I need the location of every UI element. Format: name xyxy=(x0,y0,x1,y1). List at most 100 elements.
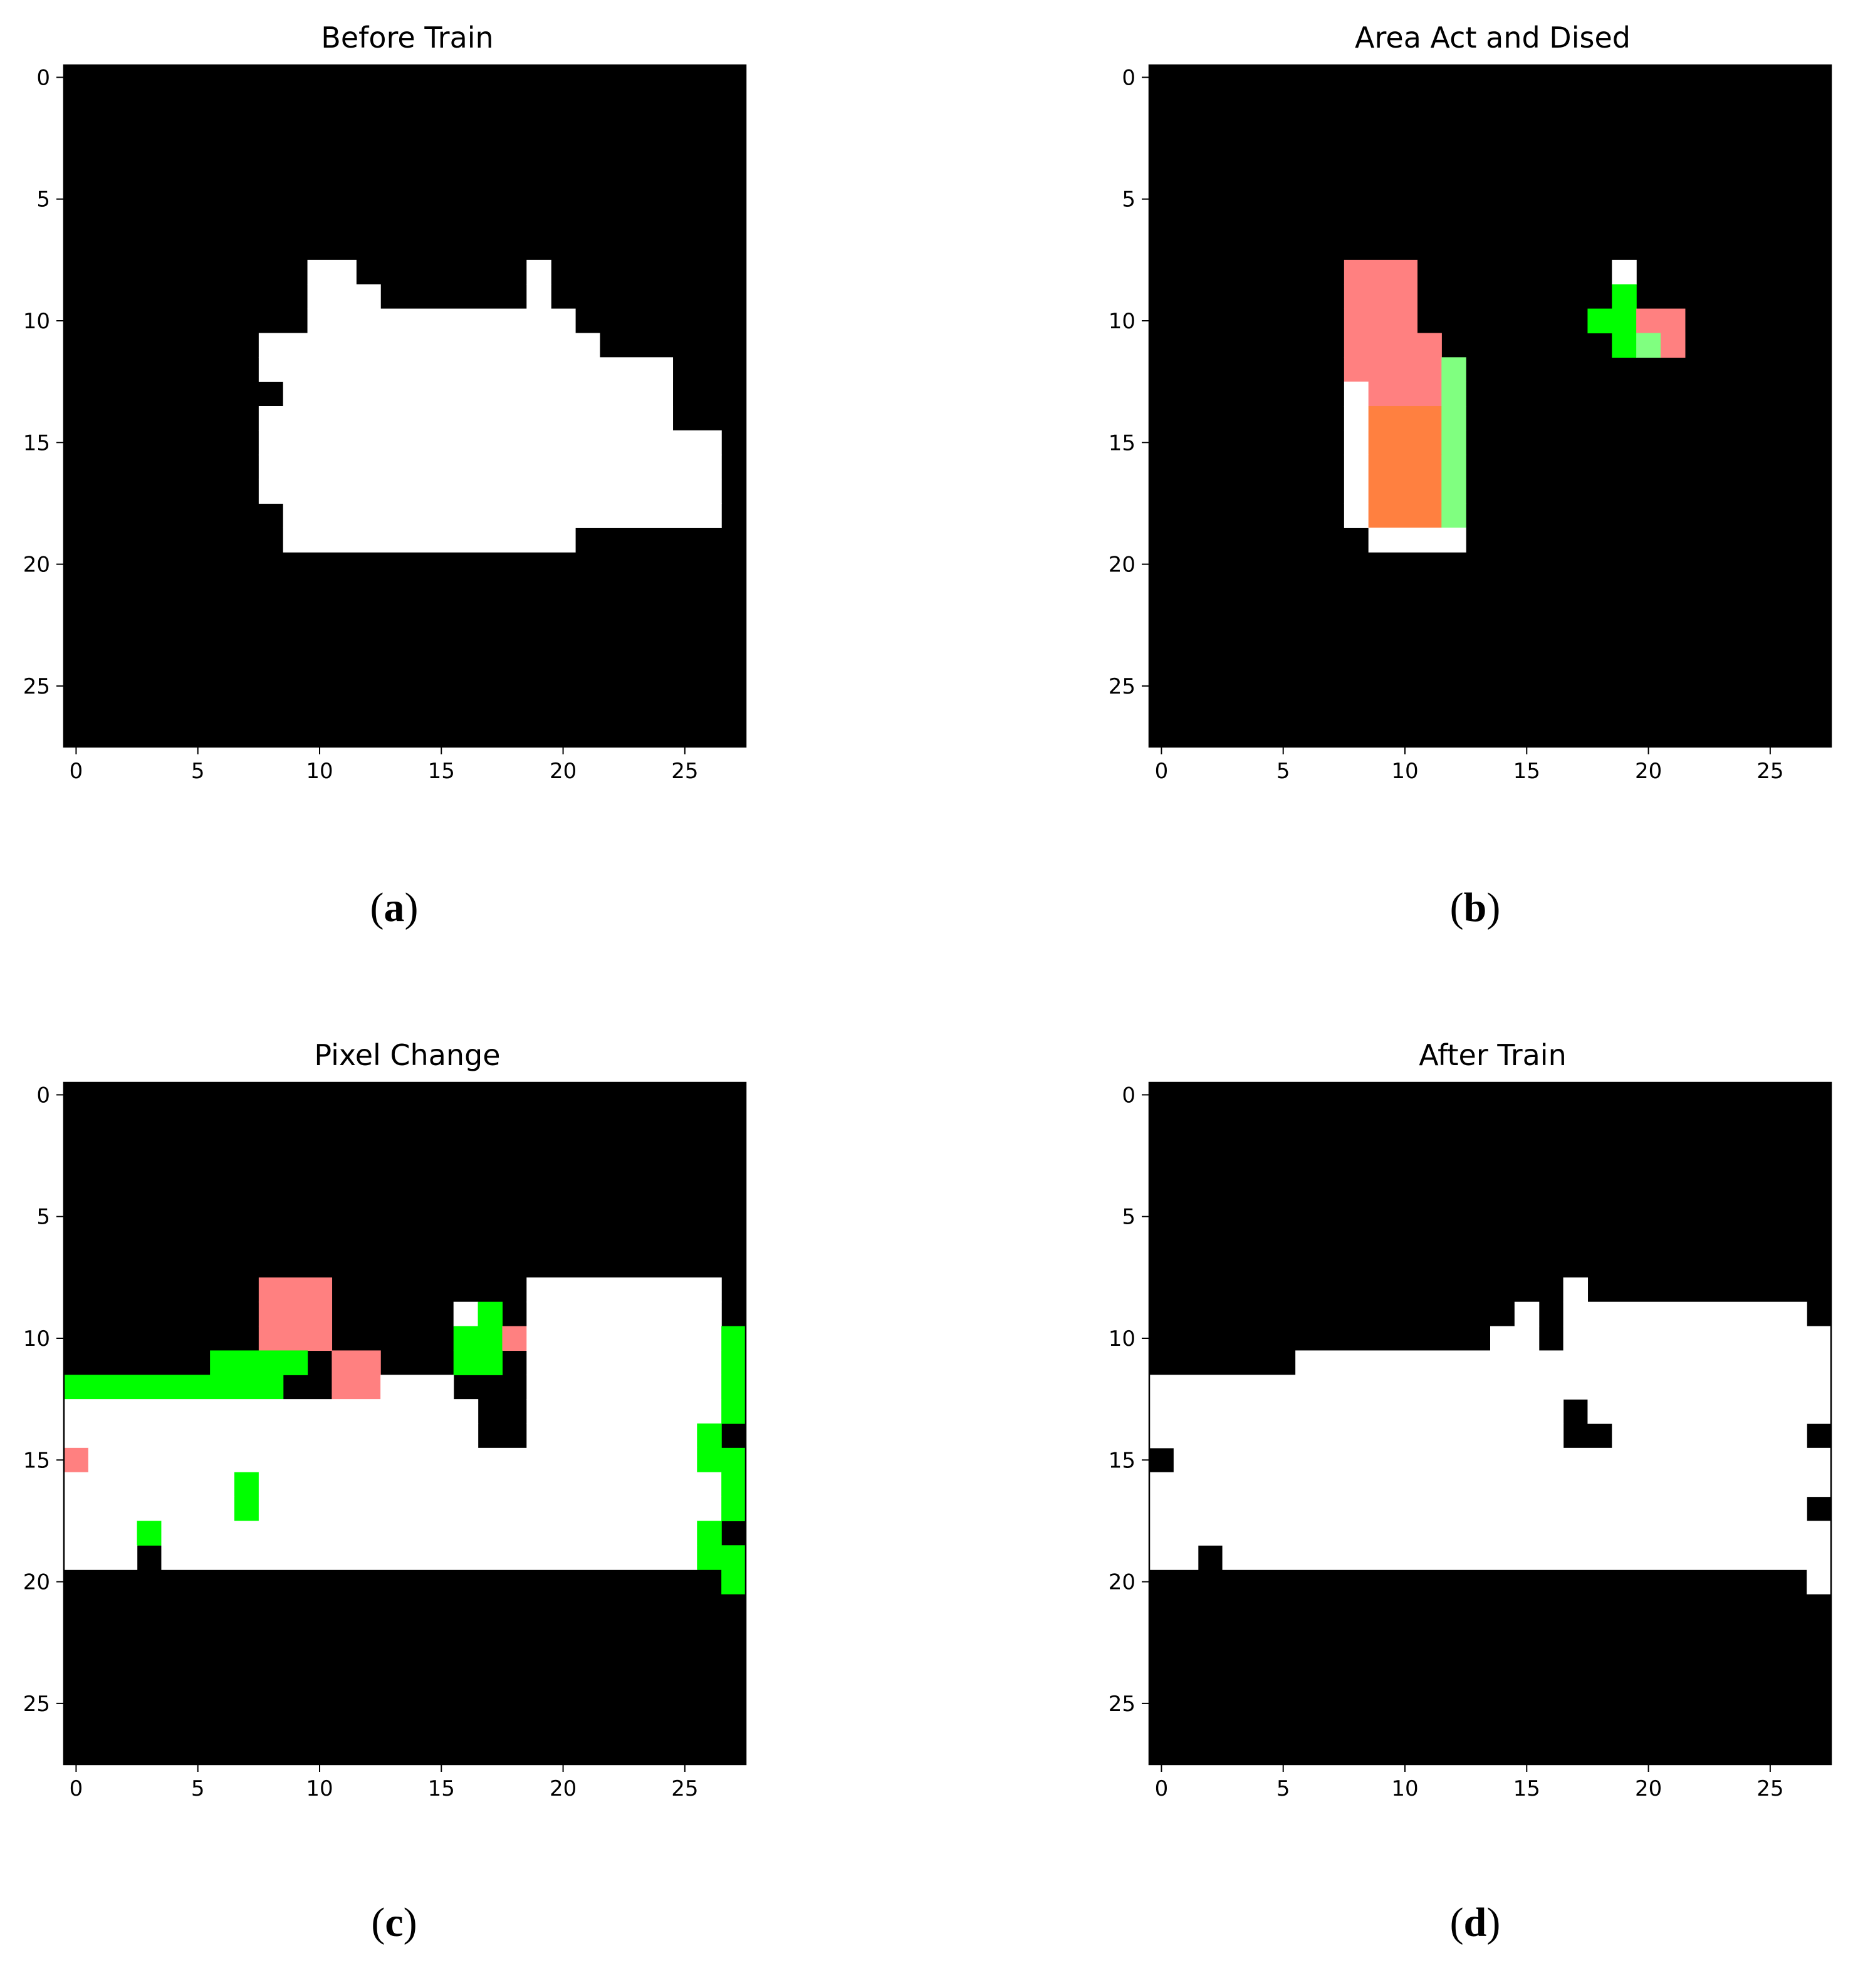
y-tick-label: 5 xyxy=(1122,1205,1135,1230)
y-tick-label: 20 xyxy=(23,1570,50,1595)
heatmap-cell xyxy=(1441,382,1466,407)
heatmap-cell xyxy=(1441,357,1466,382)
heatmap-cell xyxy=(697,1447,746,1473)
x-tick-label: 5 xyxy=(191,759,205,784)
y-tick-label: 10 xyxy=(23,309,50,334)
heatmap-cell xyxy=(1344,333,1442,358)
heatmap-cell xyxy=(380,1375,454,1400)
x-tick-label: 10 xyxy=(306,759,333,784)
y-tick-label: 25 xyxy=(23,1692,50,1717)
y-tick-label: 0 xyxy=(36,1083,50,1108)
heatmap-cell xyxy=(1344,454,1369,480)
panel-b-plot-area xyxy=(1149,65,1831,747)
panel-c-title: Pixel Change xyxy=(314,1038,500,1072)
panel-a-heatmap: 0 5 10 15 20 25 0 5 10 15 20 25 xyxy=(23,64,747,784)
x-tick-label: 0 xyxy=(70,1776,83,1801)
heatmap-cell xyxy=(258,479,722,504)
y-tick-label: 5 xyxy=(36,187,50,212)
x-tick-label: 15 xyxy=(1513,1776,1540,1801)
heatmap-cell xyxy=(161,1521,697,1546)
panel-d-frame xyxy=(1148,1081,1832,1766)
heatmap-cell xyxy=(1441,406,1466,431)
x-tick-label: 0 xyxy=(1155,759,1169,784)
panel-b: Area Act and Dised 0 5 10 15 20 250510152025 … xyxy=(1109,21,1832,930)
heatmap-cell xyxy=(64,1399,479,1424)
heatmap-cell xyxy=(331,1350,381,1375)
heatmap-cell xyxy=(1636,308,1686,334)
heatmap-cell xyxy=(478,1301,503,1327)
y-tick-label: 5 xyxy=(36,1205,50,1230)
heatmap-cell xyxy=(1344,430,1369,455)
heatmap-cell xyxy=(234,1472,259,1497)
panel-c-caption: (c) xyxy=(371,1900,417,1945)
panel-d: After Train 0 5 10 15 20 25 0 5 10 15 20 25 (d) xyxy=(1109,1038,1832,1945)
heatmap-cell xyxy=(1344,406,1369,431)
heatmap-cell xyxy=(283,382,674,407)
heatmap-cell xyxy=(283,503,722,528)
y-tick-label: 25 xyxy=(23,674,50,699)
heatmap-cell xyxy=(258,454,722,480)
heatmap-cell xyxy=(1149,1423,1564,1449)
y-tick-label: 25 xyxy=(1109,674,1135,699)
panel-b-title: Area Act and Dised xyxy=(1355,21,1631,55)
heatmap-cell xyxy=(1149,1375,1832,1400)
heatmap-cell xyxy=(64,1496,235,1522)
heatmap-cell xyxy=(526,1326,722,1351)
y-tick-label: 0 xyxy=(1122,1083,1135,1108)
heatmap-cell xyxy=(307,284,381,310)
heatmap-cell xyxy=(1368,528,1466,553)
heatmap-cell xyxy=(526,259,551,285)
x-tick-label: 0 xyxy=(70,759,83,784)
heatmap-cell xyxy=(1368,382,1442,407)
heatmap-cell xyxy=(1563,1277,1589,1303)
heatmap-cell xyxy=(1149,1496,1807,1522)
heatmap-cell xyxy=(64,1545,138,1570)
y-tick-label: 0 xyxy=(36,65,50,90)
heatmap-cell xyxy=(1368,479,1442,504)
heatmap-cell xyxy=(1344,308,1418,334)
heatmap-cell xyxy=(526,1399,722,1424)
heatmap-cell xyxy=(1344,357,1442,382)
y-tick-label: 15 xyxy=(23,1448,50,1473)
y-tick-label: 10 xyxy=(1109,1326,1135,1351)
heatmap-cell xyxy=(1587,1399,1832,1424)
heatmap-cell xyxy=(258,1472,722,1497)
panel-b-frame xyxy=(1148,64,1832,748)
heatmap-cell xyxy=(1563,1301,1807,1327)
heatmap-cell xyxy=(234,1496,259,1522)
y-tick-label: 10 xyxy=(23,1326,50,1351)
heatmap-cell xyxy=(1149,1472,1832,1497)
heatmap-cell xyxy=(283,528,576,553)
x-tick-label: 25 xyxy=(1756,759,1783,784)
heatmap-cell xyxy=(1295,1350,1832,1375)
heatmap-cell xyxy=(721,1375,746,1400)
heatmap-cell xyxy=(1563,1326,1832,1351)
heatmap-cell xyxy=(258,333,600,358)
heatmap-cell xyxy=(526,1423,697,1449)
heatmap-cell xyxy=(307,259,357,285)
heatmap-cell xyxy=(258,1326,333,1351)
y-tick-label: 15 xyxy=(23,430,50,455)
heatmap-cell xyxy=(1344,479,1369,504)
heatmap-cell xyxy=(526,1301,722,1327)
heatmap-cell xyxy=(1368,454,1442,480)
heatmap-cell xyxy=(526,1375,722,1400)
heatmap-cell xyxy=(258,1277,333,1303)
heatmap-cell xyxy=(1441,479,1466,504)
heatmap-cell xyxy=(64,1423,479,1449)
heatmap-cell xyxy=(1344,503,1369,528)
x-tick-label: 20 xyxy=(1635,759,1662,784)
x-tick-label: 10 xyxy=(1391,759,1418,784)
heatmap-cell xyxy=(1149,1545,1199,1570)
heatmap-cell xyxy=(1661,333,1686,358)
heatmap-cell xyxy=(1514,1301,1540,1327)
y-tick-label: 15 xyxy=(1109,430,1135,455)
heatmap-cell xyxy=(258,1496,722,1522)
panel-a-frame xyxy=(63,64,747,748)
heatmap-cell xyxy=(1149,1521,1832,1546)
heatmap-cell xyxy=(526,284,551,310)
x-tick-label: 15 xyxy=(428,1776,455,1801)
heatmap-cell xyxy=(453,1301,479,1327)
panel-c: Pixel Change 0 5 10 15 20 25 0 5 10 15 20 25 (c) xyxy=(23,1038,747,1945)
